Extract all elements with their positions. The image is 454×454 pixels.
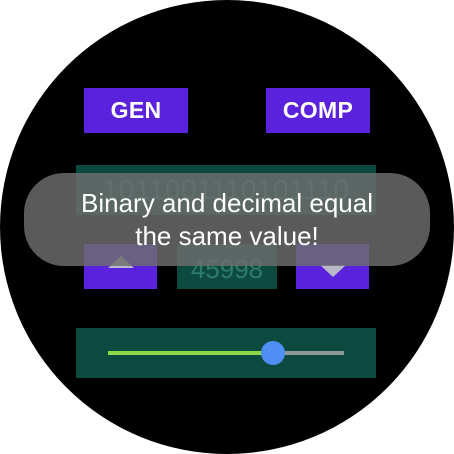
- triangle-down-icon: [319, 264, 346, 277]
- slider-track[interactable]: [108, 341, 344, 365]
- gen-button-label: GEN: [110, 97, 162, 123]
- toast-line-1: Binary and decimal equal: [81, 187, 373, 218]
- slider-thumb[interactable]: [261, 341, 286, 365]
- comp-button-label: COMP: [282, 97, 354, 123]
- gen-button[interactable]: GEN: [84, 88, 188, 133]
- toast-message: Binary and decimal equal the same value!: [24, 173, 430, 266]
- comp-button[interactable]: COMP: [266, 88, 370, 133]
- toast-line-2: the same value!: [135, 220, 319, 251]
- slider-fill: [108, 351, 274, 355]
- slider-panel: [76, 328, 376, 378]
